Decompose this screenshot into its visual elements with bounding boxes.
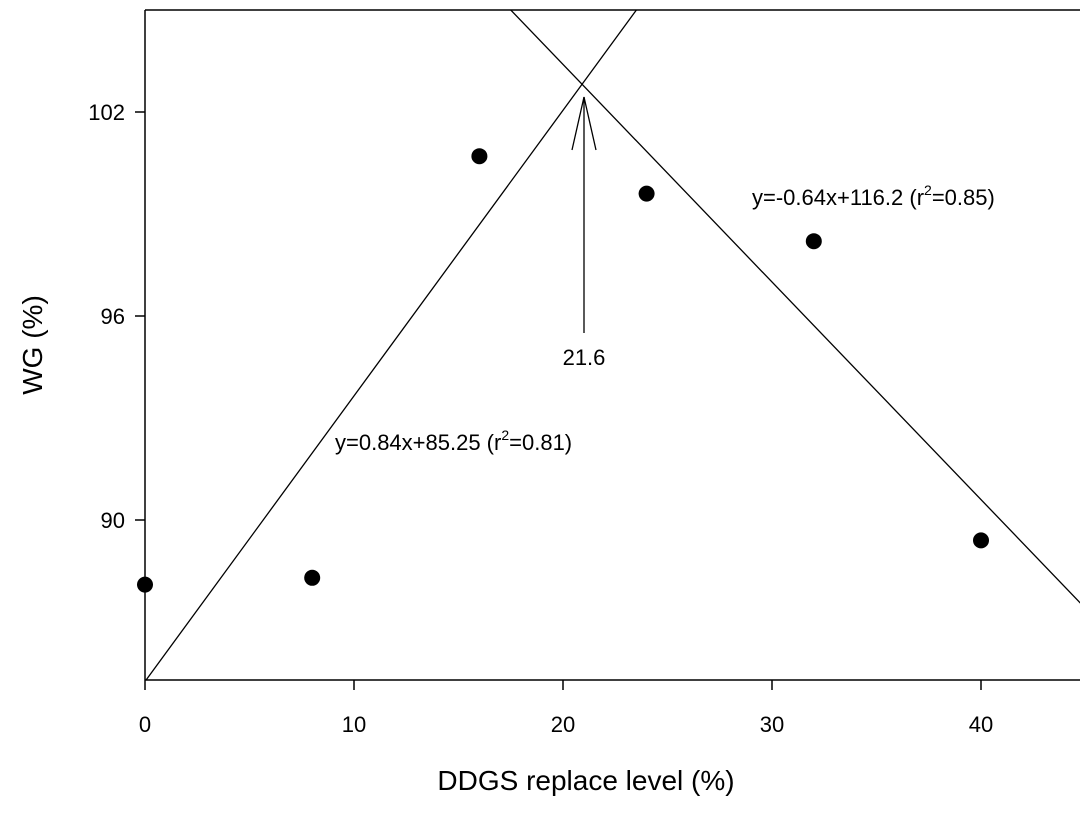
equation-1-superscript: 2 [501, 427, 509, 443]
data-point [805, 233, 822, 250]
breakpoint-label: 21.6 [563, 345, 606, 370]
data-point [137, 576, 153, 593]
equation-1: y=0.84x+85.25 (r2=0.81) [335, 427, 572, 455]
regression-line-1 [145, 10, 638, 680]
y-axis-title: WG (%) [17, 295, 48, 395]
x-tick-label: 20 [551, 712, 575, 737]
data-point [471, 148, 488, 165]
x-tick-label: 40 [969, 712, 993, 737]
data-point [638, 185, 655, 202]
equation-2-tail: =0.85) [932, 185, 995, 210]
y-tick-label: 102 [88, 100, 125, 125]
x-tick-label: 0 [139, 712, 151, 737]
equation-1-main: y=0.84x+85.25 (r [335, 430, 501, 455]
x-tick-label: 30 [760, 712, 784, 737]
y-tick-label: 96 [101, 304, 125, 329]
regression-line-2 [509, 10, 1080, 604]
breakpoint-arrowhead [571, 96, 597, 151]
equation-2: y=-0.64x+116.2 (r2=0.85) [752, 182, 995, 210]
equation-1-tail: =0.81) [509, 430, 572, 455]
data-point [973, 532, 989, 549]
equation-2-superscript: 2 [924, 182, 932, 198]
y-tick-label: 90 [101, 508, 125, 533]
data-point [304, 569, 321, 586]
equation-2-main: y=-0.64x+116.2 (r [752, 185, 924, 210]
x-axis-title: DDGS replace level (%) [437, 765, 734, 796]
x-tick-label: 10 [342, 712, 366, 737]
